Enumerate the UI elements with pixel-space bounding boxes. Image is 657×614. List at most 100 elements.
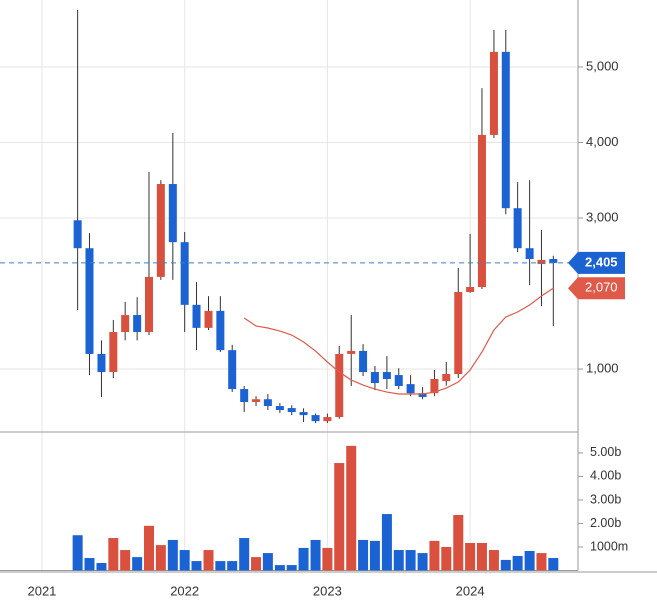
candle-body — [323, 417, 332, 422]
y-tick-label: 4,000 — [586, 134, 619, 149]
volume-bar — [453, 515, 464, 571]
x-tick-label: 2023 — [313, 583, 342, 598]
candle-body — [299, 412, 308, 416]
candle-body — [394, 375, 403, 387]
x-tick-label: 2022 — [170, 583, 199, 598]
volume-bar — [132, 557, 143, 571]
ma-label: 2,070 — [585, 280, 618, 295]
volume-bar — [358, 539, 369, 571]
volume-bar — [215, 561, 226, 571]
candle-body — [180, 242, 189, 305]
candle-body — [466, 287, 475, 293]
candle-body — [240, 389, 249, 403]
candle-body — [549, 259, 558, 263]
ma-tag — [568, 277, 625, 300]
candle-body — [204, 310, 213, 328]
volume-bar — [465, 542, 476, 571]
volume-bar — [322, 547, 333, 571]
candle-body — [382, 372, 391, 379]
volume-bar — [239, 538, 250, 571]
candle-body — [359, 350, 368, 373]
volume-bar — [191, 561, 202, 571]
volume-bar — [548, 558, 559, 571]
volume-bar — [120, 550, 131, 571]
volume-bar — [155, 545, 166, 571]
candle-body — [144, 276, 153, 333]
volume-bar — [512, 555, 523, 571]
candle-body — [335, 353, 344, 418]
moving-average — [243, 287, 554, 395]
volume-bar — [72, 535, 83, 571]
candle-body — [228, 350, 237, 390]
x-tick-label: 2021 — [27, 583, 56, 598]
volume-bar — [108, 538, 119, 571]
volume-bar — [441, 546, 452, 571]
candle-body — [121, 315, 130, 333]
candle-body — [73, 220, 82, 249]
candle-body — [430, 378, 439, 394]
last-price-tag — [568, 251, 625, 274]
candle-body — [489, 51, 498, 135]
candle-body — [263, 399, 272, 407]
candle-body — [97, 353, 106, 373]
volume-bar — [488, 550, 499, 571]
volume-bar — [310, 539, 321, 571]
volume-bar — [417, 553, 428, 571]
candle-body — [418, 393, 427, 397]
candle-body — [275, 406, 284, 411]
volume-tick-label: 5.00b — [590, 445, 621, 459]
y-tick-label: 3,000 — [586, 209, 619, 224]
volume-bar — [393, 550, 404, 571]
volume-tick-label: 1000m — [590, 539, 628, 553]
volume-bar — [251, 557, 262, 571]
candle-body — [442, 374, 451, 382]
volume-bar — [298, 547, 309, 571]
volume-bar — [369, 540, 380, 571]
candle-body — [347, 350, 356, 354]
last-price-label: 2,405 — [585, 254, 618, 269]
volume-bar — [429, 540, 440, 571]
volume-tick-label: 2.00b — [590, 516, 621, 530]
volume-bar — [84, 558, 95, 571]
volume-bar — [143, 525, 154, 571]
candle-body — [537, 259, 546, 265]
volume-bar — [96, 562, 107, 571]
y-tick-label: 1,000 — [586, 360, 619, 375]
candle-body — [311, 415, 320, 422]
volume-bar — [524, 550, 535, 571]
volume-tick-label: 4.00b — [590, 469, 621, 483]
candle-body — [192, 304, 201, 328]
candle-body — [477, 134, 486, 288]
x-tick-label: 2024 — [456, 583, 485, 598]
candle-body — [501, 51, 510, 209]
candle-body — [133, 315, 142, 333]
candle-body — [525, 248, 534, 260]
candle-body — [85, 248, 94, 354]
volume-tick-label: 3.00b — [590, 492, 621, 506]
volume-bar — [500, 559, 511, 571]
candle-body — [216, 310, 225, 351]
volume-bar — [536, 553, 547, 571]
candle-body — [156, 184, 165, 277]
volume-bar — [274, 565, 285, 571]
candle-body — [168, 184, 177, 243]
candle-body — [370, 372, 379, 383]
candle-body — [406, 384, 415, 394]
candle-body — [454, 292, 463, 375]
volume-bar — [405, 550, 416, 571]
volume-bar — [381, 514, 392, 571]
volume-bar — [334, 463, 345, 571]
y-tick-label: 5,000 — [586, 58, 619, 73]
volume-bar — [262, 553, 273, 571]
volume-bar — [203, 550, 214, 571]
volume-bar — [179, 550, 190, 571]
volume-bar — [227, 561, 238, 571]
volume-bar — [286, 565, 297, 571]
candle-body — [287, 408, 296, 413]
candle-body — [513, 208, 522, 249]
volume-bar — [167, 539, 178, 571]
volume-bar — [346, 445, 357, 571]
candle-body — [252, 399, 261, 403]
volume-bar — [476, 542, 487, 571]
